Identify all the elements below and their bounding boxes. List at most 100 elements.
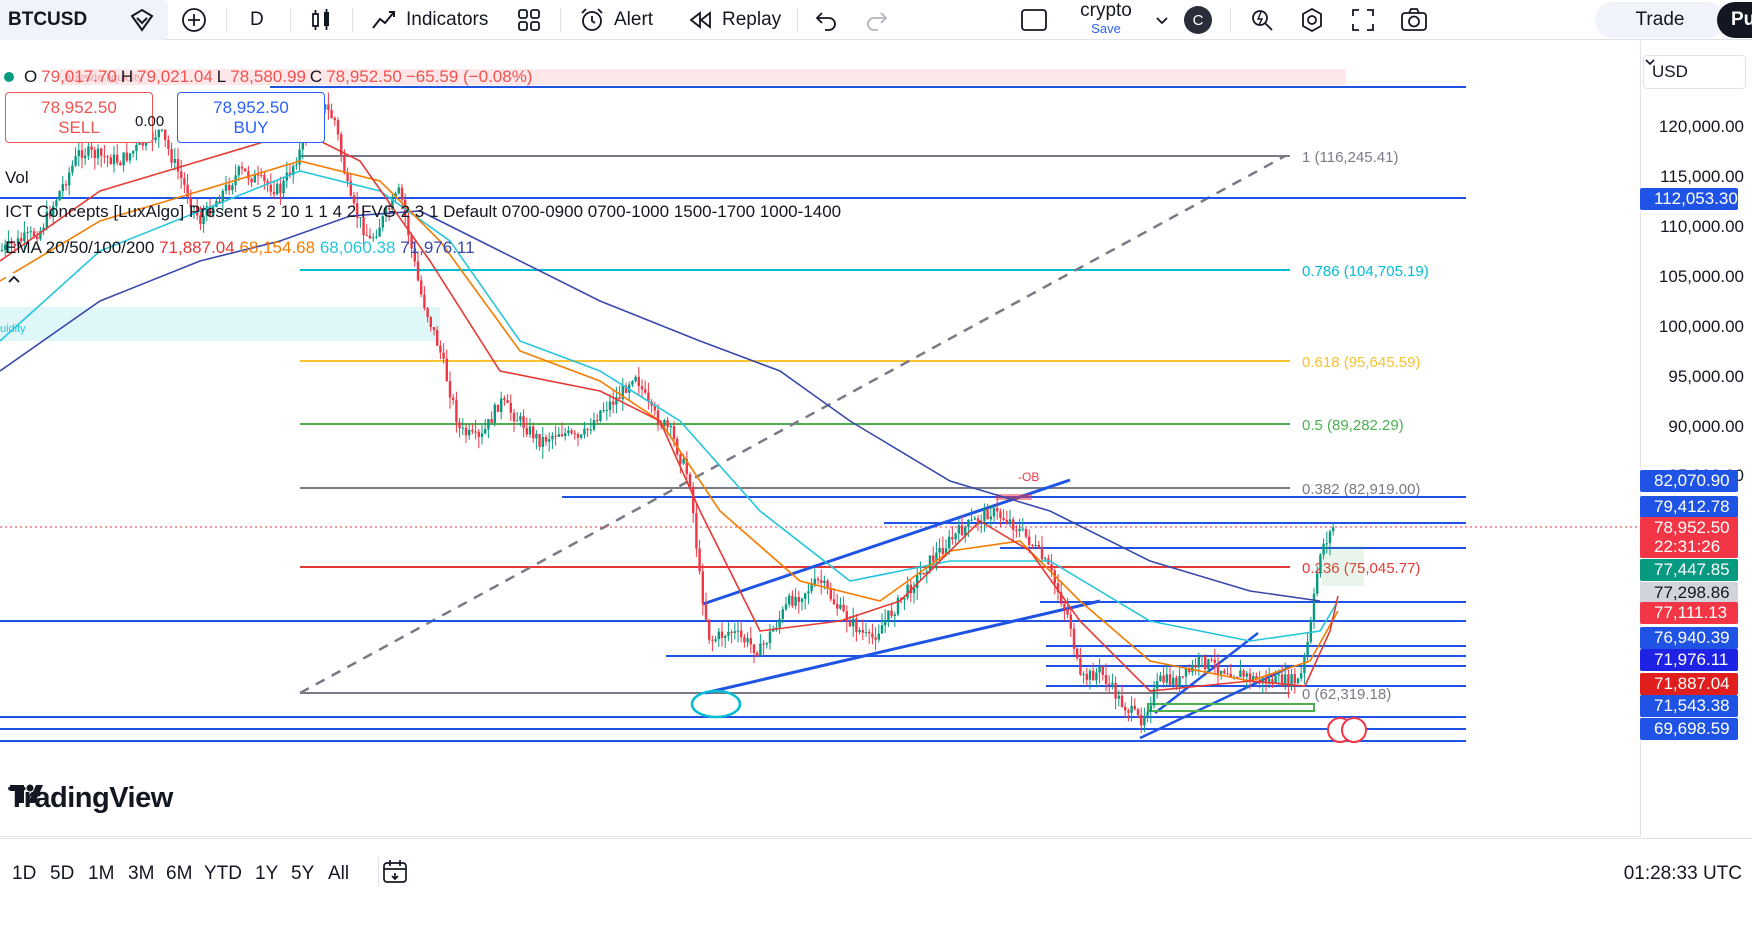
candle-body bbox=[330, 110, 333, 119]
templates-icon[interactable] bbox=[516, 0, 544, 40]
candle-body bbox=[378, 227, 381, 237]
redo-icon[interactable] bbox=[864, 0, 892, 40]
candle-body bbox=[1018, 528, 1021, 532]
chevron-down-icon[interactable] bbox=[1154, 0, 1174, 40]
range-button-5d[interactable]: 5D bbox=[50, 863, 75, 884]
channel-lower-line bbox=[704, 599, 1101, 695]
replay-button[interactable]: Replay bbox=[686, 0, 781, 40]
liquidity-zone bbox=[0, 307, 440, 341]
range-button-1y[interactable]: 1Y bbox=[255, 863, 279, 884]
candle-body bbox=[1239, 670, 1242, 678]
range-button-5y[interactable]: 5Y bbox=[291, 863, 315, 884]
ema50-line bbox=[0, 160, 1339, 682]
candle-style-icon[interactable] bbox=[308, 0, 336, 40]
candle-body bbox=[1210, 659, 1213, 661]
candle-body bbox=[1197, 656, 1200, 668]
candle-body bbox=[922, 572, 925, 575]
buyside-liquidity-label: Buyside liquidity bbox=[64, 72, 143, 84]
sell-button[interactable]: 78,952.50 SELL bbox=[5, 92, 153, 143]
candle-body bbox=[490, 419, 493, 423]
fullscreen-icon[interactable] bbox=[1350, 0, 1380, 40]
candle-body bbox=[1184, 668, 1188, 677]
chart-pane[interactable]: Buyside liquidity uidity 1 (116,245.41) 0.7… bbox=[0, 41, 1752, 869]
candle-body bbox=[436, 329, 439, 346]
candle-body bbox=[768, 631, 772, 644]
candle-body bbox=[125, 152, 128, 161]
candle-body bbox=[1149, 705, 1152, 712]
alert-label: Alert bbox=[614, 9, 654, 30]
layout-icon[interactable] bbox=[1020, 0, 1050, 40]
price-label: 77,111.13 bbox=[1640, 602, 1738, 624]
candle-body bbox=[20, 238, 23, 242]
publish-button[interactable]: Pu bbox=[1717, 2, 1752, 38]
camera-snapshot-icon[interactable] bbox=[1400, 0, 1430, 40]
candle-body bbox=[586, 428, 589, 430]
candle-body bbox=[29, 231, 32, 233]
candle-body bbox=[487, 419, 490, 430]
interval-label: D bbox=[250, 9, 264, 30]
candle-body bbox=[333, 118, 336, 121]
candle-body bbox=[1300, 673, 1303, 679]
candle-body bbox=[848, 621, 852, 627]
settings-gear-icon[interactable] bbox=[1298, 0, 1328, 40]
indicators-button[interactable]: Indicators bbox=[370, 0, 488, 40]
undo-icon[interactable] bbox=[813, 0, 841, 40]
candle-body bbox=[1085, 673, 1088, 680]
tradingview-logo-icon bbox=[10, 784, 43, 803]
candle-body bbox=[784, 604, 788, 610]
go-to-date-icon[interactable] bbox=[380, 857, 410, 887]
collapse-legend-button[interactable] bbox=[6, 273, 40, 299]
tradingview-logo[interactable]: TradingView bbox=[8, 782, 173, 815]
candle-body bbox=[55, 200, 58, 207]
candle-body bbox=[397, 187, 400, 194]
candle-body bbox=[1104, 674, 1108, 684]
candle-body bbox=[631, 381, 634, 385]
candle-body bbox=[765, 643, 768, 645]
alert-button[interactable]: Alert bbox=[578, 0, 653, 40]
interval-button[interactable]: D bbox=[250, 0, 270, 40]
candle-body bbox=[336, 120, 340, 135]
volume-legend[interactable]: Vol bbox=[5, 168, 29, 188]
layout-name-button[interactable]: crypto Save bbox=[1066, 0, 1146, 40]
candle-body bbox=[903, 597, 906, 600]
range-button-all[interactable]: All bbox=[328, 863, 350, 884]
range-button-6m[interactable]: 6M bbox=[166, 863, 193, 884]
change-value: −65.59 (−0.08%) bbox=[405, 67, 533, 86]
trade-button[interactable]: Trade bbox=[1595, 2, 1725, 38]
candle-body bbox=[845, 611, 848, 622]
utc-clock[interactable]: 01:28:33 UTC bbox=[1623, 863, 1742, 884]
ict-indicator-legend[interactable]: ICT Concepts [LuxAlgo] Present 5 2 10 1 … bbox=[5, 202, 841, 222]
range-button-1m[interactable]: 1M bbox=[88, 863, 115, 884]
add-symbol-icon[interactable] bbox=[180, 0, 212, 40]
candle-body bbox=[1095, 672, 1098, 681]
candle-body bbox=[170, 149, 173, 163]
candle-body bbox=[1191, 665, 1194, 673]
watchlist-icon[interactable] bbox=[128, 0, 160, 40]
candle-body bbox=[887, 610, 890, 621]
candle-body bbox=[208, 206, 212, 216]
ema-indicator-legend[interactable]: EMA 20/50/100/200 71,887.04 68,154.68 68… bbox=[5, 238, 475, 258]
candle-body bbox=[1277, 674, 1280, 676]
candle-body bbox=[615, 397, 618, 405]
candle-body bbox=[973, 518, 976, 520]
candle-body bbox=[605, 409, 608, 411]
candle-body bbox=[1284, 674, 1287, 687]
currency-select[interactable]: USD bbox=[1643, 55, 1746, 89]
candle-body bbox=[1101, 666, 1104, 675]
candle-body bbox=[349, 181, 352, 196]
range-button-ytd[interactable]: YTD bbox=[204, 863, 242, 884]
buy-button[interactable]: 78,952.50 BUY bbox=[177, 92, 325, 143]
candle-body bbox=[868, 631, 871, 634]
user-avatar[interactable]: C bbox=[1184, 0, 1214, 40]
candle-body bbox=[1028, 536, 1031, 545]
candle-body bbox=[855, 618, 858, 632]
range-button-3m[interactable]: 3M bbox=[128, 863, 155, 884]
candle-body bbox=[1050, 564, 1053, 571]
order-block-label: -OB bbox=[1018, 470, 1039, 484]
quick-search-icon[interactable] bbox=[1248, 0, 1278, 40]
range-button-1d[interactable]: 1D bbox=[12, 863, 37, 884]
candle-body bbox=[176, 158, 180, 172]
price-label: 71,543.38 bbox=[1640, 695, 1738, 717]
price-tick: 95,000.00 bbox=[1668, 367, 1744, 386]
